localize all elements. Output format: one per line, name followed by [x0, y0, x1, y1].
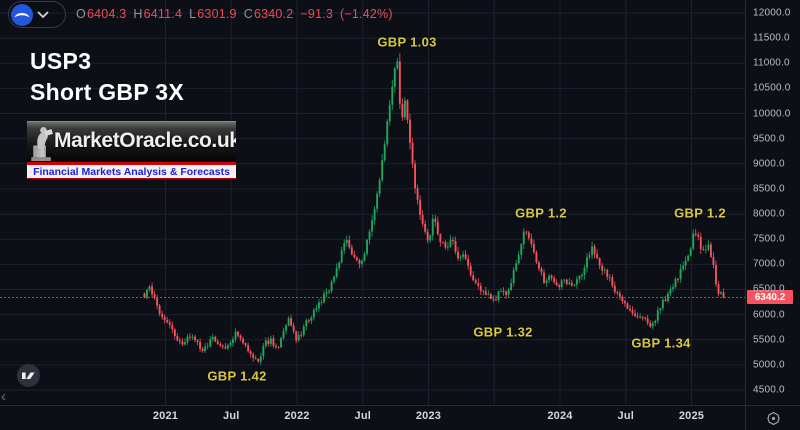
- last-price-badge: 6340.2: [747, 290, 793, 305]
- ohlc-close-label: C: [243, 7, 253, 21]
- y-axis-label: 5000.0: [753, 359, 785, 371]
- chart-annotation: GBP 1.2: [674, 205, 726, 221]
- price-axis[interactable]: 6340.2 12000.0 11500.0 11000.0 10500.0 10000…: [745, 0, 800, 405]
- y-axis-label: 6000.0: [753, 309, 785, 321]
- ohlc-high-value: 6411.4: [143, 7, 183, 21]
- settings-gear-icon: [766, 411, 780, 425]
- y-axis-label: 12000.0: [753, 7, 791, 19]
- y-axis-label: 7500.0: [753, 233, 785, 245]
- x-axis-label: Jul: [223, 410, 240, 422]
- y-axis-label: 11500.0: [753, 32, 790, 44]
- ohlc-change-percent: (−1.42%): [340, 7, 393, 21]
- candles-up: [146, 57, 722, 365]
- chart-annotation: GBP 1.42: [207, 368, 267, 384]
- instrument-logo-icon: [11, 3, 33, 26]
- logo-tagline-strip: Financial Markets Analysis & Forecasts: [27, 165, 236, 179]
- y-axis-label: 9000.0: [753, 158, 785, 170]
- oracle-statue-icon: [31, 127, 53, 162]
- x-axis-label: 2025: [678, 410, 705, 422]
- axis-settings-corner[interactable]: [745, 405, 800, 430]
- marketoracle-wordmark: MarketOracle.co.uk: [54, 129, 236, 153]
- y-axis-label: 5500.0: [753, 334, 785, 346]
- ohlc-open-label: O: [76, 7, 86, 21]
- y-axis-label: 10500.0: [753, 82, 791, 94]
- y-axis-label: 8500.0: [753, 183, 785, 195]
- x-axis-label: Jul: [354, 410, 371, 422]
- chart-title-symbol: USP3: [30, 48, 92, 74]
- chart-annotation: GBP 1.03: [377, 34, 437, 50]
- chart-annotation: GBP 1.34: [631, 335, 691, 351]
- x-axis-label: 2022: [284, 410, 310, 422]
- time-axis[interactable]: 2021 Jul 2022 Jul 2023 2024 Jul 2025: [0, 405, 745, 430]
- ohlc-high-label: H: [133, 7, 143, 21]
- ohlc-readout: O 6404.3 H 6411.4 L 6301.9 C 6340.2 −91.3 (−…: [76, 7, 393, 21]
- x-axis-label: 2021: [152, 410, 179, 422]
- x-axis-label: 2024: [547, 410, 573, 422]
- chart-title-description: Short GBP 3X: [30, 79, 184, 105]
- chevron-down-icon: [37, 11, 49, 18]
- y-axis-label: 8000.0: [753, 208, 785, 220]
- logo-tagline: Financial Markets Analysis & Forecasts: [33, 165, 230, 178]
- y-axis-label: 9500.0: [753, 133, 785, 145]
- ohlc-low-label: L: [189, 7, 197, 21]
- y-axis-label: 6500.0: [753, 283, 785, 295]
- chevron-left-icon: ‹: [1, 388, 6, 405]
- chart-title: USP3 Short GBP 3X: [30, 46, 184, 108]
- y-axis-label: 11000.0: [753, 57, 790, 69]
- marketoracle-logo: MarketOracle.co.uk Financial Markets Ana…: [27, 121, 236, 179]
- chart-annotation: GBP 1.32: [473, 324, 533, 340]
- ohlc-low-value: 6301.9: [197, 7, 237, 21]
- y-axis-label: 4500.0: [753, 384, 785, 396]
- y-axis-label: 10000.0: [753, 108, 791, 120]
- y-axis-label: 7000.0: [753, 258, 785, 270]
- ohlc-close-value: 6340.2: [253, 7, 294, 21]
- candles-down: [143, 53, 725, 363]
- x-axis-label: Jul: [617, 410, 634, 422]
- ohlc-open-value: 6404.3: [86, 7, 127, 21]
- symbol-menu-button[interactable]: [8, 1, 66, 28]
- x-axis-label: 2023: [415, 410, 442, 422]
- marketoracle-banner: MarketOracle.co.uk: [27, 121, 236, 162]
- ohlc-change-value: −91.3: [300, 7, 334, 21]
- tradingview-logo[interactable]: [16, 363, 41, 388]
- logo-red-divider: [27, 162, 236, 165]
- chart-annotation: GBP 1.2: [515, 205, 567, 221]
